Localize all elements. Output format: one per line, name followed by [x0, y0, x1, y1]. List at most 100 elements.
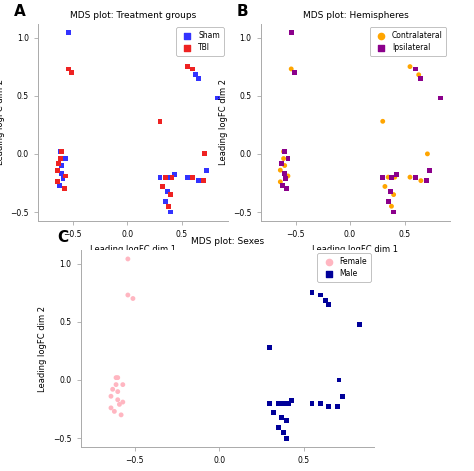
- Contralateral: [390, 191, 397, 198]
- Female: [109, 385, 117, 393]
- Male: [325, 403, 333, 411]
- Sham: [156, 173, 164, 181]
- Female: [114, 388, 121, 395]
- Title: MDS plot: Sexes: MDS plot: Sexes: [191, 237, 264, 246]
- Ipsilateral: [282, 175, 290, 182]
- Male: [308, 399, 316, 407]
- TBI: [201, 150, 209, 158]
- Female: [119, 398, 127, 406]
- TBI: [168, 173, 176, 181]
- Male: [284, 399, 292, 407]
- TBI: [165, 203, 173, 210]
- Ipsilateral: [279, 181, 286, 189]
- Ipsilateral: [291, 69, 298, 76]
- Male: [356, 320, 363, 328]
- Female: [129, 295, 137, 302]
- Male: [278, 414, 285, 421]
- Ipsilateral: [387, 187, 394, 195]
- Ipsilateral: [384, 198, 392, 205]
- Sham: [64, 29, 72, 37]
- TBI: [54, 166, 61, 174]
- Ipsilateral: [281, 170, 289, 178]
- Contralateral: [381, 183, 389, 190]
- Sham: [164, 187, 172, 195]
- Sham: [59, 175, 67, 182]
- TBI: [60, 185, 68, 193]
- Text: A: A: [14, 4, 26, 19]
- Male: [322, 297, 329, 305]
- Male: [338, 392, 346, 400]
- Sham: [214, 94, 221, 102]
- Contralateral: [379, 118, 386, 125]
- Female: [114, 374, 121, 382]
- TBI: [167, 191, 174, 198]
- Sham: [183, 173, 191, 181]
- Text: B: B: [237, 4, 249, 19]
- TBI: [68, 69, 75, 76]
- Sham: [57, 148, 64, 155]
- Male: [280, 429, 287, 436]
- Male: [317, 291, 324, 299]
- Female: [112, 374, 120, 382]
- TBI: [189, 65, 196, 73]
- Contralateral: [388, 203, 395, 210]
- Female: [124, 291, 132, 299]
- Female: [110, 407, 118, 415]
- TBI: [54, 178, 61, 186]
- Sham: [61, 155, 69, 162]
- Legend: Female, Male: Female, Male: [317, 253, 371, 282]
- Sham: [194, 74, 202, 82]
- Contralateral: [287, 65, 295, 73]
- Sham: [192, 71, 200, 79]
- Legend: Sham, TBI: Sham, TBI: [176, 27, 224, 56]
- Contralateral: [284, 172, 292, 180]
- Sham: [58, 162, 66, 169]
- TBI: [162, 173, 169, 181]
- Ipsilateral: [417, 74, 425, 82]
- TBI: [57, 155, 64, 162]
- Female: [107, 404, 115, 412]
- Text: C: C: [57, 230, 68, 245]
- Contralateral: [417, 177, 425, 185]
- Female: [118, 411, 125, 419]
- Contralateral: [280, 148, 287, 155]
- TBI: [158, 183, 166, 190]
- Male: [288, 397, 295, 405]
- TBI: [55, 159, 63, 167]
- Male: [274, 399, 282, 407]
- Male: [269, 409, 277, 416]
- TBI: [183, 63, 191, 70]
- TBI: [64, 65, 72, 73]
- TBI: [200, 177, 207, 185]
- Male: [335, 376, 343, 384]
- Title: MDS plot: Hemispheres: MDS plot: Hemispheres: [302, 11, 409, 20]
- Sham: [167, 208, 174, 216]
- Contralateral: [424, 150, 431, 158]
- Sham: [162, 198, 169, 205]
- Ipsilateral: [388, 173, 395, 181]
- TBI: [189, 173, 196, 181]
- Male: [274, 424, 282, 431]
- Female: [114, 396, 121, 404]
- Male: [283, 417, 291, 424]
- Ipsilateral: [278, 159, 285, 167]
- X-axis label: Leading logFC dim 1: Leading logFC dim 1: [90, 245, 176, 254]
- Female: [107, 392, 115, 400]
- Ipsilateral: [393, 171, 401, 179]
- Male: [334, 403, 341, 411]
- Sham: [165, 173, 173, 181]
- Ipsilateral: [437, 94, 444, 102]
- Contralateral: [276, 166, 284, 174]
- X-axis label: Leading logFC dim 1: Leading logFC dim 1: [312, 245, 399, 254]
- Female: [119, 381, 127, 389]
- Contralateral: [276, 178, 284, 186]
- Title: MDS plot: Treatment groups: MDS plot: Treatment groups: [70, 11, 196, 20]
- Y-axis label: Leading logFC dim 2: Leading logFC dim 2: [219, 80, 228, 165]
- TBI: [61, 172, 69, 180]
- Female: [116, 401, 123, 408]
- Ipsilateral: [411, 65, 419, 73]
- Contralateral: [281, 162, 289, 169]
- Contralateral: [280, 155, 287, 162]
- Ipsilateral: [411, 173, 419, 181]
- Sham: [203, 166, 210, 174]
